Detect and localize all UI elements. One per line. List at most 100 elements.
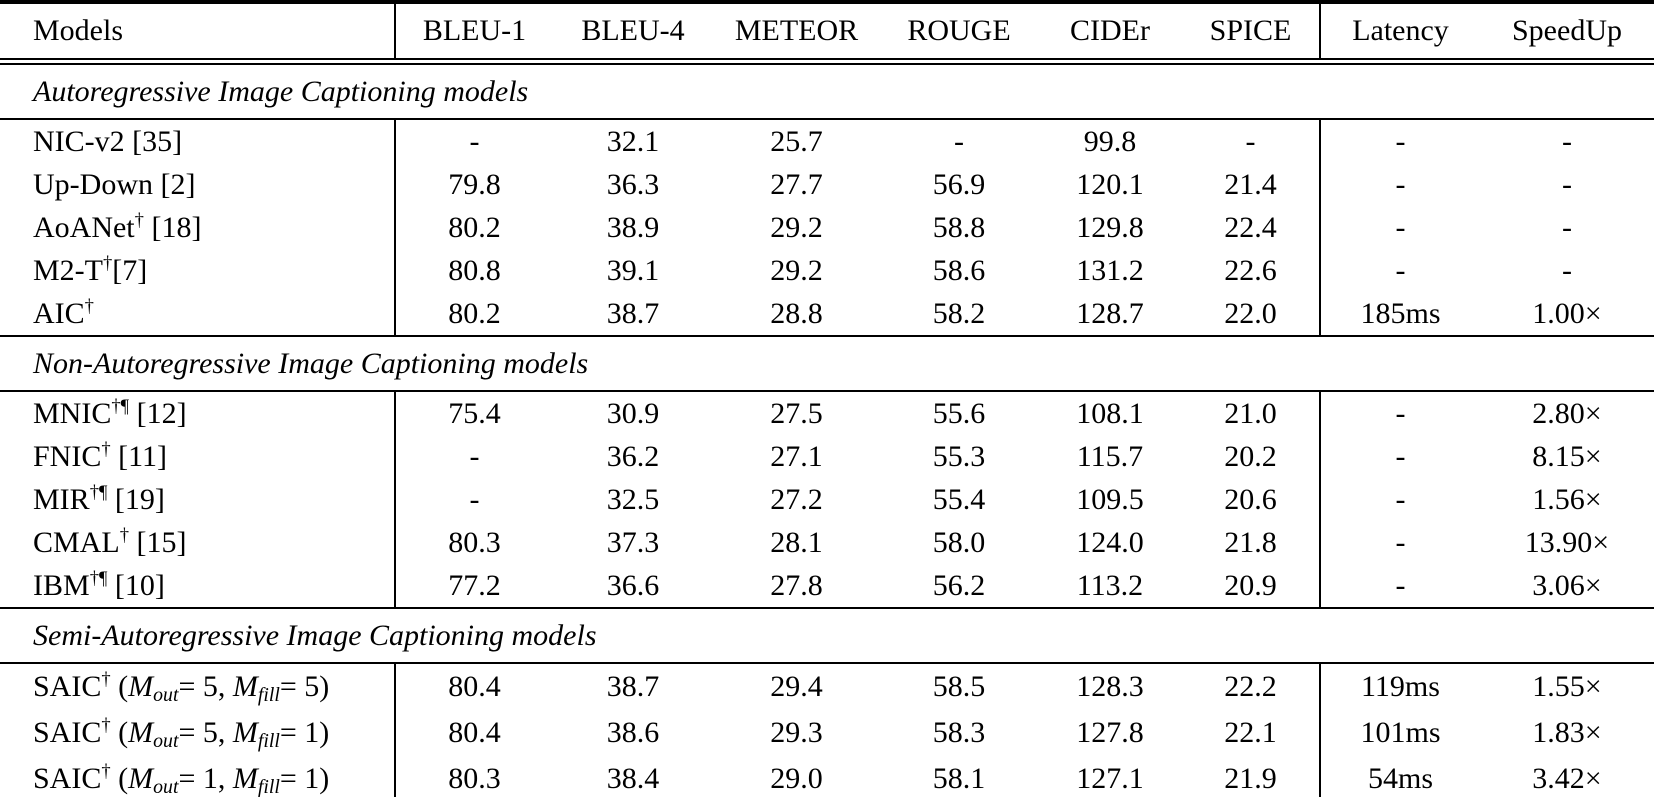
metric-cell: 80.2	[448, 296, 501, 330]
model-ref: [18]	[143, 210, 202, 244]
math-var: M	[232, 716, 258, 749]
model-name-cell: SAIC† (Mout= 5, Mfill= 5)	[0, 663, 396, 710]
speedup-cell: -	[1562, 124, 1572, 158]
metric-cell: 27.7	[770, 167, 823, 201]
metric-cell: 29.0	[770, 762, 823, 795]
math-var: M	[128, 762, 154, 795]
math-sub: fill	[257, 775, 280, 797]
metric-cell: 56.2	[932, 568, 986, 602]
model-name-cell: SAIC† (Mout= 5, Mfill= 1)	[0, 710, 396, 756]
latency-cell: -	[1395, 124, 1406, 158]
metric-cell: 58.0	[932, 525, 986, 559]
metric-cell: 21.9	[1182, 756, 1321, 797]
model-marker: †	[101, 438, 111, 460]
model-ref: [35]	[124, 124, 183, 158]
model-config-open: (	[110, 716, 129, 749]
table-row: IBM†¶ [10] 77.2 36.6 27.8 56.2 113.2 20.…	[0, 564, 1654, 608]
metric-cell: 37.3	[606, 525, 660, 559]
metric-cell: 21.0	[1182, 391, 1321, 435]
metric-cell: 129.8	[1076, 210, 1144, 244]
metric-cell: 38.9	[606, 210, 660, 244]
metric-cell: 124.0	[1076, 525, 1144, 559]
model-name: CMAL	[33, 525, 120, 559]
speedup-cell: 3.06×	[1532, 568, 1602, 602]
math-sub: out	[153, 729, 179, 752]
metric-cell: 27.1	[770, 439, 823, 473]
table-row: FNIC† [11] - 36.2 27.1 55.3 115.7 20.2 -…	[0, 435, 1654, 478]
model-name-cell: NIC-v2 [35]	[0, 119, 396, 163]
metric-cell: 27.5	[770, 396, 823, 430]
model-ref: [12]	[129, 396, 187, 430]
metric-cell: 36.2	[606, 439, 660, 473]
model-marker: †¶	[111, 395, 130, 417]
model-name-cell: M2-T†[7]	[0, 249, 396, 292]
latency-cell: 54ms	[1367, 762, 1433, 795]
latency-cell: -	[1395, 568, 1406, 602]
table-row: SAIC† (Mout= 5, Mfill= 5) 80.4 38.7 29.4…	[0, 663, 1654, 710]
metric-cell: 38.7	[606, 670, 660, 703]
metric-cell: 38.4	[606, 762, 660, 795]
metric-cell: 131.2	[1076, 253, 1144, 287]
metric-cell: 32.5	[606, 482, 660, 516]
metric-cell: 28.1	[770, 525, 823, 559]
metric-cell: 21.4	[1182, 163, 1321, 206]
metric-cell: 127.1	[1076, 762, 1144, 795]
metric-cell: 109.5	[1076, 482, 1144, 516]
math-eq: = 1)	[279, 762, 330, 795]
table-row: AoANet† [18] 80.2 38.9 29.2 58.8 129.8 2…	[0, 206, 1654, 249]
model-name: Up-Down	[33, 167, 153, 201]
metric-cell: 22.4	[1182, 206, 1321, 249]
metric-cell: 22.0	[1182, 292, 1321, 336]
metric-cell: 79.8	[448, 167, 501, 201]
metric-cell: 80.4	[448, 716, 501, 749]
metric-cell: 80.3	[448, 762, 501, 795]
metric-cell: 128.3	[1076, 670, 1144, 703]
metric-cell: 56.9	[932, 167, 986, 201]
model-marker: †	[84, 295, 94, 317]
metric-cell: 115.7	[1076, 439, 1144, 473]
latency-cell: 119ms	[1361, 670, 1440, 703]
metric-cell: 120.1	[1076, 167, 1144, 201]
section-title: Non-Autoregressive Image Captioning mode…	[0, 335, 1654, 392]
math-eq: = 1)	[279, 716, 330, 749]
math-eq: = 5)	[279, 670, 330, 703]
speedup-cell: 2.80×	[1532, 396, 1602, 430]
metric-cell: 80.8	[448, 253, 501, 287]
table-row: M2-T†[7] 80.8 39.1 29.2 58.6 131.2 22.6 …	[0, 249, 1654, 292]
metric-cell: 39.1	[606, 253, 660, 287]
section-title-row: Semi-Autoregressive Image Captioning mod…	[0, 607, 1654, 664]
model-name: FNIC	[33, 439, 102, 473]
model-ref: [2]	[153, 167, 196, 201]
metric-cell: 58.5	[932, 670, 986, 703]
metric-cell: 32.1	[606, 124, 660, 158]
model-marker: †	[101, 715, 111, 736]
section-title: Semi-Autoregressive Image Captioning mod…	[0, 607, 1654, 664]
speedup-cell: 13.90×	[1524, 525, 1610, 559]
latency-cell: -	[1395, 439, 1406, 473]
math-var: M	[232, 670, 258, 703]
model-name-cell: SAIC† (Mout= 1, Mfill= 1)	[0, 756, 396, 797]
model-name: MNIC	[33, 396, 112, 430]
model-ref: [11]	[110, 439, 168, 473]
model-marker: †	[103, 252, 113, 274]
model-name-cell: IBM†¶ [10]	[0, 564, 396, 608]
metric-cell: -	[954, 124, 964, 158]
model-name: AIC	[33, 296, 85, 330]
col-header-meteor: METEOR	[734, 14, 859, 47]
latency-cell: -	[1395, 396, 1406, 430]
speedup-cell: 1.83×	[1532, 716, 1602, 749]
model-name: NIC-v2	[33, 124, 125, 158]
math-eq: = 1,	[178, 762, 233, 795]
metric-cell: 38.7	[606, 296, 660, 330]
speedup-cell: 3.42×	[1532, 762, 1602, 795]
metric-cell: 99.8	[1083, 124, 1137, 158]
latency-cell: -	[1395, 525, 1406, 559]
math-eq: = 5,	[178, 670, 233, 703]
col-header-models: Models	[0, 2, 396, 62]
metric-cell: 22.1	[1182, 710, 1321, 756]
metric-cell: 20.6	[1182, 478, 1321, 521]
latency-cell: -	[1395, 253, 1406, 287]
speedup-cell: -	[1562, 210, 1572, 244]
metric-cell: 80.3	[448, 525, 501, 559]
